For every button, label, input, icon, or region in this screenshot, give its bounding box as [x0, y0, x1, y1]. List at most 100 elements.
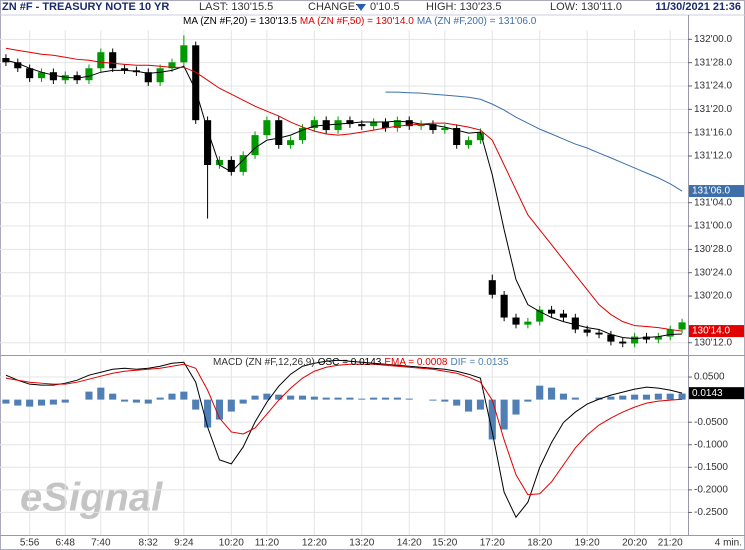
histogram-bar: [298, 395, 307, 400]
legend-entry: MA (ZN #F,200) = 131'06.0: [416, 16, 537, 27]
candle-body: [334, 120, 342, 131]
candle-body: [548, 309, 556, 314]
y-tick-label: 131'12.0: [694, 151, 732, 162]
candle-body: [619, 341, 627, 344]
down-arrow-icon: [356, 4, 366, 11]
candle-body: [263, 120, 271, 136]
candle-body: [239, 155, 247, 172]
candle-body: [559, 313, 568, 318]
candle-body: [370, 122, 378, 127]
x-tick-label: 15:20: [432, 538, 457, 549]
candle-body: [85, 68, 93, 81]
line-series: [5, 59, 683, 340]
candle-body: [97, 52, 105, 69]
histogram-bar: [251, 395, 259, 400]
line-series: [385, 91, 683, 192]
candle-body: [500, 294, 508, 318]
candle-body: [120, 68, 129, 71]
value-flag: [689, 325, 744, 338]
candle-body: [607, 334, 615, 342]
histogram-bar: [548, 387, 556, 400]
histogram-bar: [168, 393, 176, 400]
value-flag-label: 131'06.0: [692, 186, 730, 197]
x-tick-label: 14:20: [397, 538, 422, 549]
logo: eSignal: [20, 476, 163, 520]
candle-body: [109, 52, 117, 69]
candle-body: [678, 322, 686, 330]
candle-body: [310, 120, 318, 129]
flag-layer: 130'14.0 131'06.0 0.0143: [689, 185, 744, 400]
candle-body: [524, 321, 532, 325]
histogram-bar: [227, 399, 235, 412]
line-series: [5, 363, 683, 496]
y-tick-label: 131'00.0: [694, 221, 732, 232]
y-tick-label: 131'28.0: [694, 57, 732, 68]
histogram-bar: [85, 391, 93, 400]
histogram-bar: [666, 393, 674, 400]
x-tick-label: 13:20: [349, 538, 374, 549]
grid-layer: [0, 30, 688, 535]
line-layer: [5, 47, 683, 519]
candle-body: [37, 72, 46, 79]
candle-body: [393, 120, 401, 129]
histogram-bar: [453, 399, 461, 406]
y-tick-label: 130'28.0: [694, 244, 732, 255]
legend: MA (ZN #F,20) = 130'13.5 MA (ZN #F,50) = …: [183, 16, 539, 27]
candle-body: [14, 62, 22, 69]
candle-body: [417, 124, 425, 127]
histogram-bar: [619, 395, 627, 400]
candle-body: [227, 159, 235, 172]
value-flag-label: 0.0143: [692, 388, 723, 399]
histogram-bar: [654, 393, 662, 400]
change-label: CHANGE:: [308, 1, 359, 13]
candle-body: [381, 122, 390, 129]
histogram-bar: [393, 397, 401, 400]
y-tick-label: 132'00.0: [694, 34, 732, 45]
candle-body: [49, 72, 57, 81]
y-tick-label: 131'04.0: [694, 197, 732, 208]
candle-body: [631, 336, 639, 344]
y-tick-label: 130'12.0: [694, 337, 732, 348]
candle-body: [536, 309, 544, 322]
histogram-bar: [358, 398, 366, 400]
candle-body: [654, 336, 662, 340]
candle-body: [346, 120, 354, 125]
y-tick-label: -0.0500: [694, 417, 728, 428]
candle-body: [298, 128, 307, 141]
candle-body: [180, 45, 188, 63]
line-series: [5, 359, 683, 519]
histogram-bar: [571, 397, 579, 400]
candle-body: [156, 68, 164, 83]
x-tick-label: 5:56: [20, 538, 40, 549]
candle-body: [583, 329, 591, 333]
y-tick-label: -0.1000: [694, 439, 728, 450]
histogram-bar: [381, 397, 390, 400]
x-tick-label: 10:20: [219, 538, 244, 549]
x-tick-label: 12:20: [302, 538, 327, 549]
candle-body: [204, 120, 212, 165]
histogram-bar: [156, 397, 164, 400]
value-flag-label: 130'14.0: [692, 326, 730, 337]
histogram-bar: [287, 395, 295, 400]
candle-body: [512, 317, 520, 325]
candle-body: [2, 58, 10, 63]
histogram-bar: [536, 385, 544, 400]
histogram-bar: [37, 399, 46, 406]
candle-body: [453, 128, 461, 146]
histogram-bar: [61, 399, 69, 403]
chart-title: MACD (ZN #F,12,26,9): [213, 357, 315, 368]
histogram-bar: [512, 399, 520, 415]
histogram-bar: [607, 396, 615, 400]
low-price: LOW: 130'11.0: [550, 1, 623, 13]
histogram-bar: [334, 397, 342, 400]
x-tick-label: 9:24: [174, 538, 194, 549]
x-tick-label: 20:20: [622, 538, 647, 549]
x-tick-label: 7:40: [91, 538, 111, 549]
histogram-bar: [464, 399, 473, 412]
y-tick-label: 131'16.0: [694, 127, 732, 138]
histogram-bar: [215, 399, 224, 420]
histogram-bar: [275, 394, 283, 400]
histogram-bar: [132, 399, 140, 403]
datetime: 11/30/2021 21:36: [655, 1, 741, 13]
